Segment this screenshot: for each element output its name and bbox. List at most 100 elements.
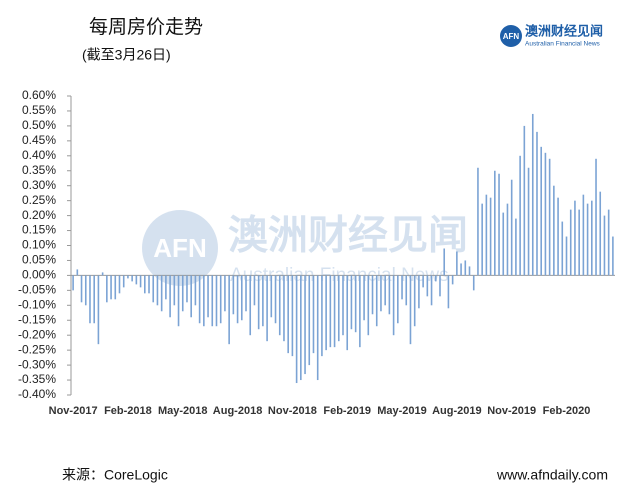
bar [76,269,79,276]
bar [392,275,395,336]
bar [97,275,100,345]
bar [72,275,74,291]
bar [523,125,526,276]
bar [122,275,125,288]
bar [519,155,521,276]
bar [359,275,361,348]
bar [384,275,386,306]
bar [203,275,205,327]
bar [152,275,155,303]
bar [325,275,327,351]
bar [84,275,87,306]
bar [544,152,547,276]
bar [489,197,492,276]
y-tick-label: -0.35% [18,372,56,386]
watermark-mark: AFN [153,233,206,263]
bar [236,275,239,324]
bar [257,275,260,330]
bar [89,275,91,324]
bar [582,194,585,276]
y-tick-label: -0.10% [18,297,56,311]
bar [131,275,133,282]
logo-mark: AFN [503,32,520,41]
bar [312,275,315,354]
bar [418,275,420,309]
bar [321,275,323,357]
bar [342,275,344,336]
bar [300,275,302,381]
bar [612,236,614,276]
bar [426,275,429,297]
bar [245,275,247,312]
bar [451,275,454,285]
bar [240,275,243,321]
bar [599,191,602,276]
bar [430,275,433,306]
logo-badge [500,25,522,47]
y-tick-label: 0.35% [22,163,56,177]
bar [160,275,163,312]
bar [595,158,597,276]
bar [169,275,171,318]
source: 来源：CoreLogic [62,467,168,483]
bar [346,275,349,351]
bar [198,275,201,324]
bar [409,275,412,345]
y-tick-label: 0.40% [22,148,56,162]
bar [548,158,551,276]
bar [586,203,589,276]
x-tick-label: Aug-2018 [213,405,263,417]
bar [266,275,268,342]
x-tick-label: Feb-2019 [323,405,371,417]
bar [363,275,365,321]
bar [333,275,336,348]
bar [93,275,95,324]
bar [177,275,180,327]
bar [337,275,340,342]
bar [110,275,112,300]
bar [371,275,374,315]
y-tick-label: 0.30% [22,178,56,192]
y-tick-label: -0.40% [18,387,56,401]
bar [118,275,121,294]
bar [165,275,167,300]
x-tick-label: Feb-2018 [104,405,152,417]
x-tick-label: Aug-2019 [432,405,482,417]
website: www.afndaily.com [496,467,608,483]
bar [574,200,576,276]
bar [536,131,538,276]
bar [464,260,467,276]
bar [506,203,509,276]
bar [367,275,370,336]
y-tick-label: -0.25% [18,342,56,356]
y-tick-label: 0.55% [22,103,56,117]
bar [439,275,441,297]
bar [278,275,281,336]
bar [527,167,530,276]
bar [443,248,446,276]
bar [316,275,319,381]
bar [211,275,214,327]
bar [460,263,462,276]
y-tick-label: 0.50% [22,118,56,132]
bar [350,275,353,330]
bar [510,179,513,276]
bar [405,275,408,306]
bar [291,275,294,357]
bar [447,275,450,309]
bar [262,275,264,327]
bar [194,275,197,306]
logo-name: 澳洲财经见闻 [525,23,603,38]
bar [481,203,483,276]
bar [472,275,475,291]
y-tick-label: 0.45% [22,133,56,147]
bar [143,275,146,294]
x-tick-label: May-2019 [377,405,427,417]
bar [127,275,129,279]
y-tick-label: 0.00% [22,268,56,282]
bar [308,275,311,366]
bar [375,275,378,327]
bar [468,266,471,276]
